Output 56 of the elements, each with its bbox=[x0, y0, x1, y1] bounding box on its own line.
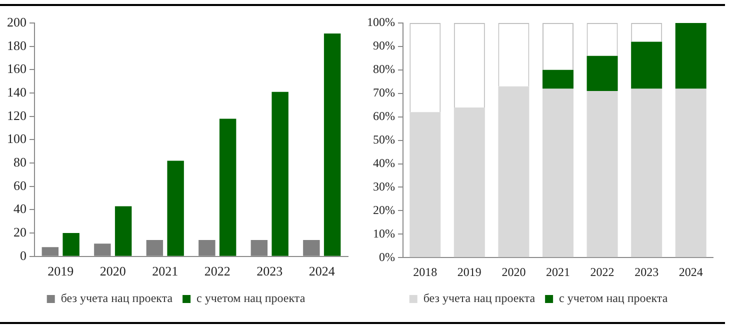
x-tick-label: 2021 bbox=[546, 264, 570, 279]
y-tick-label: 80 bbox=[14, 154, 26, 170]
y-tick-label: 180 bbox=[7, 38, 26, 53]
y-tick-label: 20 bbox=[14, 224, 26, 240]
bar bbox=[542, 70, 574, 89]
y-tick-label: 40 bbox=[14, 201, 26, 216]
y-tick-label: 100 bbox=[7, 131, 26, 146]
bar bbox=[586, 56, 618, 92]
x-tick-label: 2019 bbox=[457, 264, 482, 279]
y-tick-label: 70% bbox=[372, 86, 395, 100]
bar bbox=[219, 118, 236, 256]
y-tick-label: 40% bbox=[372, 156, 395, 170]
x-tick-label: 2018 bbox=[413, 264, 438, 279]
y-tick-label: 30% bbox=[372, 179, 395, 194]
legend-label: без учета нац проекта bbox=[423, 291, 536, 306]
y-tick-label: 100% bbox=[366, 15, 395, 30]
y-tick-label: 200 bbox=[7, 14, 26, 30]
y-tick-label: 80% bbox=[372, 62, 395, 76]
y-tick-label: 10% bbox=[372, 226, 395, 240]
x-tick-label: 2020 bbox=[100, 264, 126, 279]
x-tick-label: 2024 bbox=[678, 264, 703, 279]
bar bbox=[586, 91, 618, 258]
legend-label: с учетом нац проекта bbox=[196, 291, 306, 306]
x-tick-label: 2021 bbox=[152, 264, 178, 279]
y-tick-label: 90% bbox=[372, 38, 395, 53]
x-tick-label: 2022 bbox=[590, 264, 614, 279]
x-tick-label: 2023 bbox=[634, 264, 659, 279]
bar bbox=[675, 88, 706, 258]
bar bbox=[324, 34, 341, 256]
bar bbox=[114, 206, 132, 256]
y-tick-label: 120 bbox=[7, 108, 26, 123]
x-tick-label: 2020 bbox=[502, 264, 526, 279]
x-tick-label: 2022 bbox=[204, 264, 230, 279]
legend-label: без учета нац проекта bbox=[60, 291, 174, 306]
x-tick-label: 2024 bbox=[308, 264, 336, 279]
bar bbox=[498, 86, 530, 258]
bar bbox=[631, 88, 662, 258]
bar bbox=[542, 88, 574, 258]
x-tick-label: 2023 bbox=[256, 264, 283, 279]
y-tick-label: 20% bbox=[372, 202, 395, 217]
bar bbox=[410, 112, 441, 258]
y-tick-label: 50% bbox=[372, 132, 395, 146]
y-tick-label: 160 bbox=[7, 61, 26, 76]
bar bbox=[675, 23, 706, 89]
y-tick-label: 0 bbox=[20, 248, 26, 263]
bar bbox=[167, 160, 184, 256]
x-tick-label: 2019 bbox=[48, 264, 74, 279]
bar bbox=[454, 107, 485, 258]
bar bbox=[272, 92, 288, 256]
y-tick-label: 60% bbox=[372, 108, 395, 123]
y-tick-label: 60 bbox=[14, 178, 26, 193]
legend-label: с учетом нац проекта bbox=[559, 291, 668, 306]
y-tick-label: 0% bbox=[378, 250, 395, 264]
bar bbox=[631, 42, 662, 89]
y-tick-label: 140 bbox=[7, 84, 26, 100]
bar bbox=[62, 233, 80, 256]
